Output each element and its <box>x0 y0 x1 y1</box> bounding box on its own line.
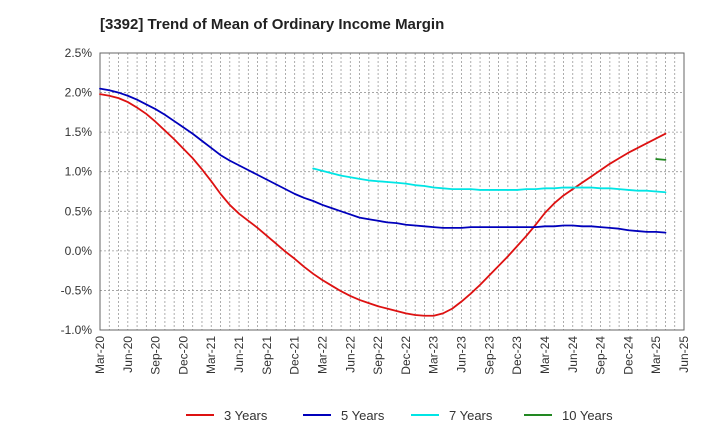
x-tick-label: Mar-21 <box>204 336 218 374</box>
y-tick-label: -1.0% <box>61 323 93 337</box>
y-tick-label: -0.5% <box>61 283 93 297</box>
y-tick-label: 0.5% <box>65 204 93 218</box>
y-tick-label: 1.0% <box>65 165 93 179</box>
y-tick-label: 2.5% <box>65 46 93 60</box>
series-line-10-years <box>655 158 667 161</box>
axis-layer: 2.5% 2.0% 1.5% 1.0% 0.5% 0.0% -0.5% -1.0%Mar-20… <box>61 46 691 375</box>
x-tick-label: Jun-21 <box>232 336 246 373</box>
x-tick-label: Jun-22 <box>343 336 357 373</box>
x-tick-label: Jun-23 <box>455 336 469 373</box>
x-tick-label: Sep-20 <box>149 336 163 375</box>
legend-label: 10 Years <box>562 408 613 423</box>
plot-frame <box>99 52 685 331</box>
y-tick-label: 2.0% <box>65 86 93 100</box>
y-tick-label: 1.5% <box>65 125 93 139</box>
x-tick-label: Mar-25 <box>649 336 663 374</box>
x-tick-label: Sep-24 <box>594 336 608 375</box>
x-tick-label: Jun-25 <box>677 336 691 373</box>
x-tick-label: Dec-20 <box>176 336 190 375</box>
series-line-5-years <box>99 87 667 234</box>
series-layer <box>99 87 667 317</box>
legend-label: 5 Years <box>341 408 385 423</box>
y-tick-label: 0.0% <box>65 244 93 258</box>
x-tick-label: Mar-22 <box>315 336 329 374</box>
x-tick-label: Sep-23 <box>482 336 496 375</box>
x-tick-label: Dec-24 <box>621 336 635 375</box>
x-tick-label: Dec-21 <box>288 336 302 375</box>
legend-label: 7 Years <box>449 408 493 423</box>
grid-layer <box>99 52 685 331</box>
x-tick-label: Mar-24 <box>538 336 552 374</box>
chart-title: [3392] Trend of Mean of Ordinary Income … <box>100 16 445 33</box>
x-tick-label: Dec-22 <box>399 336 413 375</box>
legend: 3 Years 5 Years 7 Years 10 Years <box>186 408 613 423</box>
x-tick-label: Jun-24 <box>566 336 580 373</box>
x-tick-label: Sep-21 <box>260 336 274 375</box>
series-line-3-years <box>99 93 667 317</box>
x-tick-label: Mar-23 <box>427 336 441 374</box>
x-tick-label: Sep-22 <box>371 336 385 375</box>
x-tick-label: Jun-20 <box>121 336 135 373</box>
legend-label: 3 Years <box>224 408 268 423</box>
x-tick-label: Mar-20 <box>93 336 107 374</box>
series-line-7-years <box>312 167 667 194</box>
x-tick-label: Dec-23 <box>510 336 524 375</box>
